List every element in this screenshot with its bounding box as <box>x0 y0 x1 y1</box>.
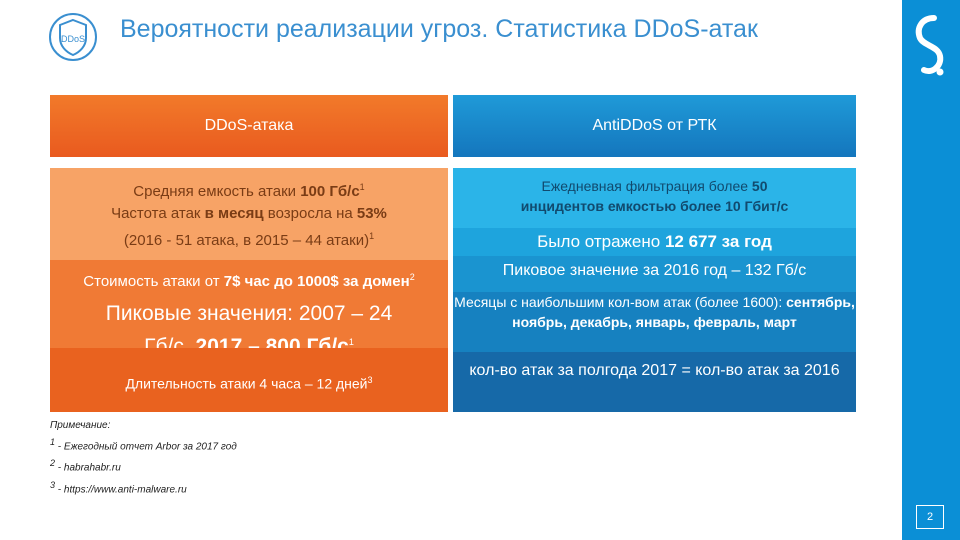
footnotes-heading: Примечание: <box>50 420 111 431</box>
right-half-year: кол-во атак за полгода 2017 = кол-во ата… <box>453 352 856 412</box>
footnote-2: 2 - habrahabr.ru <box>50 458 121 474</box>
page-number: 2 <box>916 505 944 529</box>
header-antiddos: AntiDDoS от РТК <box>453 95 856 157</box>
ddos-shield-icon: DDoS <box>49 13 97 61</box>
page-title: Вероятности реализации угроз. Статистика… <box>120 15 758 43</box>
right-daily-filtering: Ежедневная фильтрация более 50 инциденто… <box>453 168 856 228</box>
footnote-1: 1 - Ежегодный отчет Arbor за 2017 год <box>50 437 237 453</box>
svg-text:DDoS: DDoS <box>61 34 85 44</box>
left-cost: Стоимость атаки от 7$ час до 1000$ за до… <box>50 260 448 348</box>
brand-logo-icon <box>915 15 944 76</box>
footnotes: Примечание: 1 - Ежегодный отчет Arbor за… <box>50 418 450 498</box>
right-peak-2016: Пиковое значение за 2016 год – 132 Гб/с <box>453 256 856 292</box>
brand-sidebar: 2 <box>902 0 960 540</box>
footnote-3: 3 - https://www.anti-malware.ru <box>50 479 187 495</box>
right-reflected: Было отражено 12 677 за год <box>453 228 856 256</box>
left-duration: Длительность атаки 4 часа – 12 дней3 <box>50 348 448 412</box>
right-top-months: Месяцы с наибольшим кол-вом атак (более … <box>453 292 856 352</box>
left-capacity-frequency: Средняя емкость атаки 100 Гб/с1 Частота … <box>50 168 448 260</box>
header-ddos-attack: DDoS-атака <box>50 95 448 157</box>
